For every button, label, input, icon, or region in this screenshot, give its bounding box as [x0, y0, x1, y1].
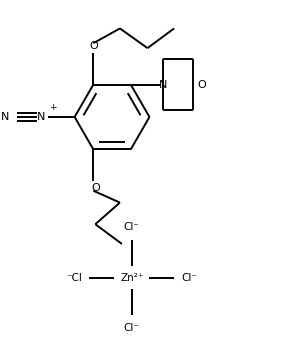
Text: Cl⁻: Cl⁻: [124, 222, 140, 232]
Text: N: N: [37, 112, 45, 122]
Text: Cl⁻: Cl⁻: [124, 323, 140, 333]
Text: N: N: [159, 79, 167, 90]
Text: Zn²⁺: Zn²⁺: [120, 273, 143, 283]
Text: +: +: [49, 103, 56, 112]
Text: ⁻Cl: ⁻Cl: [67, 273, 83, 283]
Text: O: O: [198, 79, 207, 90]
Text: O: O: [89, 41, 98, 51]
Text: N: N: [1, 112, 10, 122]
Text: Cl⁻: Cl⁻: [181, 273, 197, 283]
Text: O: O: [91, 183, 100, 193]
